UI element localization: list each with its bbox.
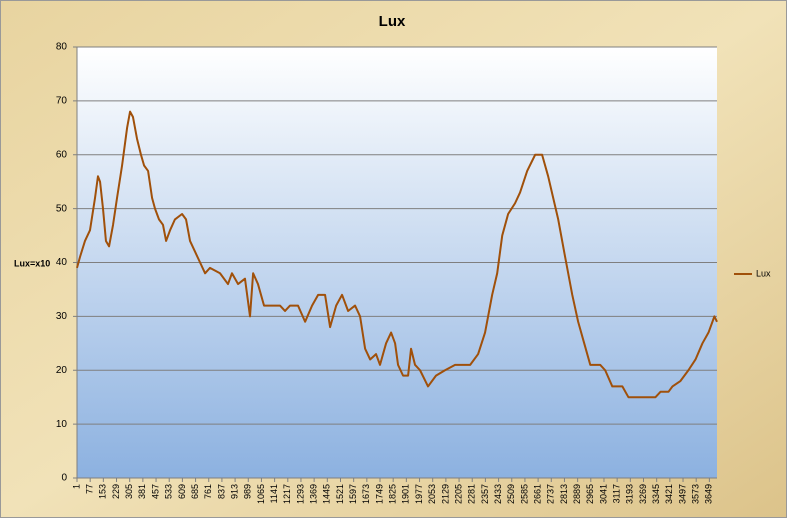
y-tick-label: 70	[56, 96, 68, 107]
x-tick-label: 1825	[388, 484, 398, 504]
x-tick-label: 2889	[572, 484, 582, 504]
x-tick-label: 1293	[295, 484, 305, 504]
x-tick-label: 913	[229, 484, 239, 499]
y-axis-label: Lux=x10	[14, 258, 50, 268]
x-tick-label: 3497	[677, 484, 687, 504]
y-tick-label: 80	[56, 42, 68, 53]
x-tick-label: 2357	[480, 484, 490, 504]
x-tick-label: 2129	[440, 484, 450, 504]
x-tick-label: 533	[164, 484, 174, 499]
y-tick-label: 50	[56, 203, 68, 214]
x-tick-label: 1521	[335, 484, 345, 504]
x-tick-label: 1597	[348, 484, 358, 504]
x-tick-label: 1369	[309, 484, 319, 504]
x-tick-label: 305	[124, 484, 134, 499]
legend-label: Lux	[756, 268, 771, 278]
x-tick-label: 2737	[546, 484, 556, 504]
x-tick-label: 2433	[493, 484, 503, 504]
x-tick-label: 1749	[374, 484, 384, 504]
x-tick-label: 1217	[282, 484, 292, 504]
x-tick-label: 2509	[506, 484, 516, 504]
x-tick-label: 1445	[322, 484, 332, 504]
y-tick-label: 60	[56, 149, 68, 160]
x-tick-label: 761	[203, 484, 213, 499]
x-tick-label: 3269	[638, 484, 648, 504]
x-tick-label: 3345	[651, 484, 661, 504]
x-tick-label: 2813	[559, 484, 569, 504]
x-tick-label: 2661	[532, 484, 542, 504]
x-tick-label: 153	[98, 484, 108, 499]
x-tick-label: 457	[150, 484, 160, 499]
x-tick-label: 381	[137, 484, 147, 499]
data-line	[76, 110, 718, 399]
x-tick-label: 1673	[361, 484, 371, 504]
y-tick-label: 20	[56, 365, 68, 376]
x-tick-label: 2281	[467, 484, 477, 504]
chart-title: Lux	[379, 13, 406, 30]
y-tick-label: 0	[61, 473, 67, 484]
x-tick-label: 3041	[598, 484, 608, 504]
x-tick-label: 2585	[519, 484, 529, 504]
x-tick-label: 77	[85, 484, 95, 494]
x-tick-label: 3117	[612, 484, 622, 503]
x-tick-label: 1141	[269, 484, 279, 503]
x-tick-label: 3193	[625, 484, 635, 504]
x-tick-label: 989	[243, 484, 253, 499]
y-tick-label: 30	[56, 311, 68, 322]
x-tick-label: 1	[71, 484, 81, 489]
x-tick-label: 2965	[585, 484, 595, 504]
y-tick-label: 40	[56, 257, 68, 268]
x-tick-label: 2053	[427, 484, 437, 504]
x-tick-label: 837	[216, 484, 226, 499]
x-tick-label: 1901	[401, 484, 411, 504]
x-tick-label: 3573	[691, 484, 701, 504]
y-tick-label: 10	[56, 419, 68, 430]
x-tick-label: 1065	[256, 484, 266, 504]
x-tick-label: 3421	[664, 484, 674, 504]
x-tick-label: 3649	[704, 484, 714, 504]
x-tick-label: 685	[190, 484, 200, 499]
x-tick-label: 229	[111, 484, 121, 499]
x-tick-label: 2205	[453, 484, 463, 504]
x-tick-label: 609	[177, 484, 187, 499]
x-tick-label: 1977	[414, 484, 424, 504]
